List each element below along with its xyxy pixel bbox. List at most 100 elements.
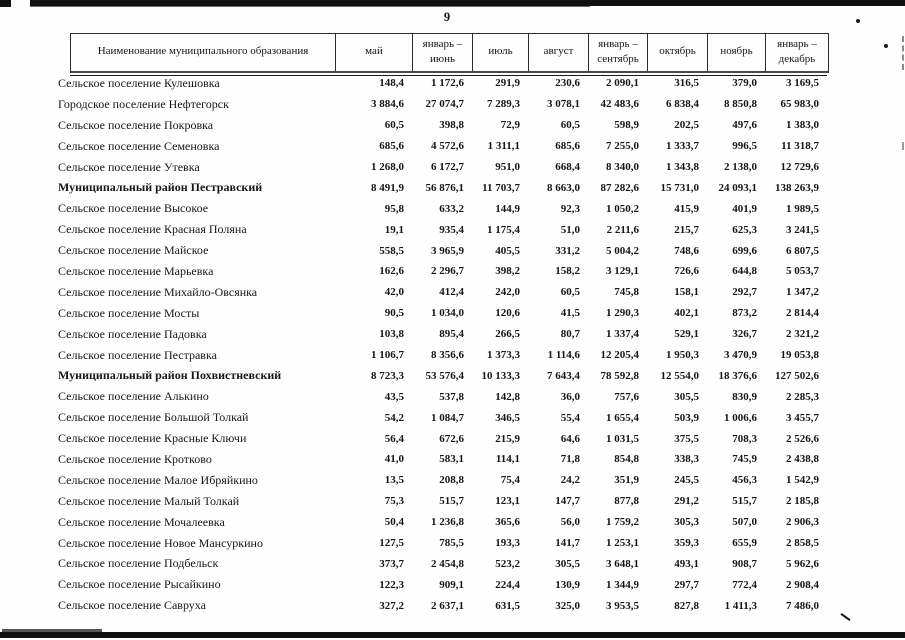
value-cell: 65 983,0	[780, 98, 820, 111]
value-cell: 141,7	[555, 537, 580, 550]
municipality-name-cell: Сельское поселение Высокое	[58, 201, 209, 216]
value-cell: 138 263,9	[775, 181, 819, 194]
scan-artifact-diagonal-mark	[840, 613, 851, 621]
value-cell: 316,5	[674, 77, 699, 90]
municipality-name-cell: Сельское поселение Пестравка	[58, 347, 217, 362]
municipality-name-cell: Сельское поселение Рысайкино	[58, 577, 221, 592]
value-cell: 3 129,1	[606, 265, 639, 278]
value-cell: 230,6	[555, 77, 580, 90]
value-cell: 158,2	[555, 265, 580, 278]
value-cell: 2 637,1	[431, 599, 464, 612]
scan-artifact-top-bar	[30, 0, 905, 6]
scan-speckle-dot	[856, 19, 860, 23]
value-cell: 375,5	[674, 432, 699, 445]
value-cell: 1 344,9	[606, 578, 639, 591]
value-cell: 672,6	[439, 432, 464, 445]
value-cell: 80,7	[560, 328, 580, 341]
value-cell: 529,1	[674, 328, 699, 341]
scan-artifact-bottom-bar-fray	[2, 629, 102, 632]
value-cell: 56,0	[560, 516, 580, 529]
value-cell: 215,9	[495, 432, 520, 445]
value-cell: 3 455,7	[786, 411, 819, 424]
value-cell: 2 321,2	[786, 328, 819, 341]
value-cell: 415,9	[674, 202, 699, 215]
value-cell: 51,0	[560, 223, 580, 236]
value-cell: 56 876,1	[425, 181, 465, 194]
value-cell: 75,4	[500, 474, 520, 487]
col-header-jan-jun: январь – июнь	[413, 34, 473, 73]
table-row: Сельское поселение Кротково 41,0 583,1 114,…	[58, 449, 827, 470]
value-cell: 7 289,3	[487, 98, 520, 111]
table-row: Сельское поселение Мосты 90,5 1 034,0 120,6…	[58, 303, 827, 324]
value-cell: 625,3	[732, 223, 757, 236]
value-cell: 103,8	[379, 328, 404, 341]
value-cell: 8 340,0	[606, 161, 639, 173]
value-cell: 1 050,2	[606, 202, 639, 215]
value-cell: 193,3	[495, 537, 520, 550]
scan-artifact-bottom-bar	[0, 632, 905, 638]
value-cell: 11 318,7	[781, 140, 819, 153]
table-row: Сельское поселение Малый Толкай 75,3 515,7…	[58, 491, 827, 512]
value-cell: 42 483,6	[600, 98, 640, 111]
table-row: Сельское поселение Красная Поляна 19,1 935…	[58, 219, 827, 240]
table-row: Сельское поселение Семеновка 685,6 4 572,6…	[58, 136, 827, 157]
table-row: Сельское поселение Покровка 60,5 398,8 72,9…	[58, 115, 827, 136]
table-row: Сельское поселение Алькино 43,5 537,8 142,8…	[58, 386, 827, 407]
value-cell: 78 592,8	[600, 369, 640, 382]
value-cell: 1 383,0	[786, 119, 819, 132]
value-cell: 147,7	[555, 495, 580, 508]
scan-artifact-edge-dashes	[902, 36, 904, 70]
municipality-name-cell: Сельское поселение Падовка	[58, 326, 207, 341]
value-cell: 7 255,0	[606, 140, 639, 153]
value-cell: 2 814,4	[786, 307, 819, 320]
value-cell: 1 106,7	[371, 349, 404, 362]
value-cell: 895,4	[439, 328, 464, 341]
value-cell: 54,2	[384, 411, 404, 424]
value-cell: 18 376,6	[718, 369, 758, 382]
page-number: 9	[443, 10, 451, 24]
value-cell: 1 031,5	[606, 432, 639, 445]
value-cell: 64,6	[560, 432, 580, 445]
value-cell: 398,2	[495, 265, 520, 278]
value-cell: 2 906,3	[786, 516, 819, 529]
value-cell: 402,1	[674, 307, 699, 320]
table-row: Сельское поселение Падовка 103,8 895,4 266,…	[58, 324, 827, 345]
value-cell: 1 343,8	[666, 161, 699, 173]
value-cell: 114,1	[495, 453, 520, 466]
value-cell: 1 253,1	[606, 537, 639, 550]
value-cell: 327,2	[379, 599, 404, 612]
value-cell: 245,5	[674, 474, 699, 487]
value-cell: 60,5	[560, 286, 580, 299]
value-cell: 71,8	[560, 453, 580, 466]
value-cell: 2 185,8	[786, 495, 819, 508]
value-cell: 7 486,0	[786, 599, 819, 612]
value-cell: 1 373,3	[487, 349, 520, 362]
value-cell: 202,5	[674, 119, 699, 132]
value-cell: 6 838,4	[666, 98, 699, 111]
value-cell: 583,1	[439, 453, 464, 466]
value-cell: 6 172,7	[431, 161, 464, 173]
col-header-august: август	[529, 34, 589, 73]
value-cell: 305,5	[674, 390, 699, 403]
value-cell: 291,2	[674, 495, 699, 508]
value-cell: 15 731,0	[660, 181, 700, 194]
table-row: Сельское поселение Марьевка 162,6 2 296,7 3…	[58, 261, 827, 282]
municipality-name-cell: Сельское поселение Красные Ключи	[58, 431, 247, 446]
value-cell: 127 502,6	[775, 369, 819, 382]
col-header-name: Наименование муниципального образования	[71, 34, 336, 73]
col-header-october: октябрь	[648, 34, 708, 73]
municipality-name-cell: Сельское поселение Мочалеевка	[58, 514, 225, 529]
value-cell: 935,4	[439, 223, 464, 236]
value-cell: 633,2	[439, 202, 464, 215]
value-cell: 655,9	[732, 537, 757, 550]
table-body: Сельское поселение Кулешовка 148,4 1 172,6…	[58, 73, 827, 616]
value-cell: 412,4	[439, 286, 464, 299]
value-cell: 2 138,0	[724, 161, 757, 173]
table-row: Сельское поселение Новое Мансуркино 127,5…	[58, 533, 827, 554]
value-cell: 266,5	[495, 328, 520, 341]
table-row: Сельское поселение Кулешовка 148,4 1 172,6…	[58, 73, 827, 94]
value-cell: 1 084,7	[431, 411, 464, 424]
value-cell: 50,4	[384, 516, 404, 529]
header-underline	[70, 74, 827, 76]
value-cell: 1 034,0	[431, 307, 464, 320]
